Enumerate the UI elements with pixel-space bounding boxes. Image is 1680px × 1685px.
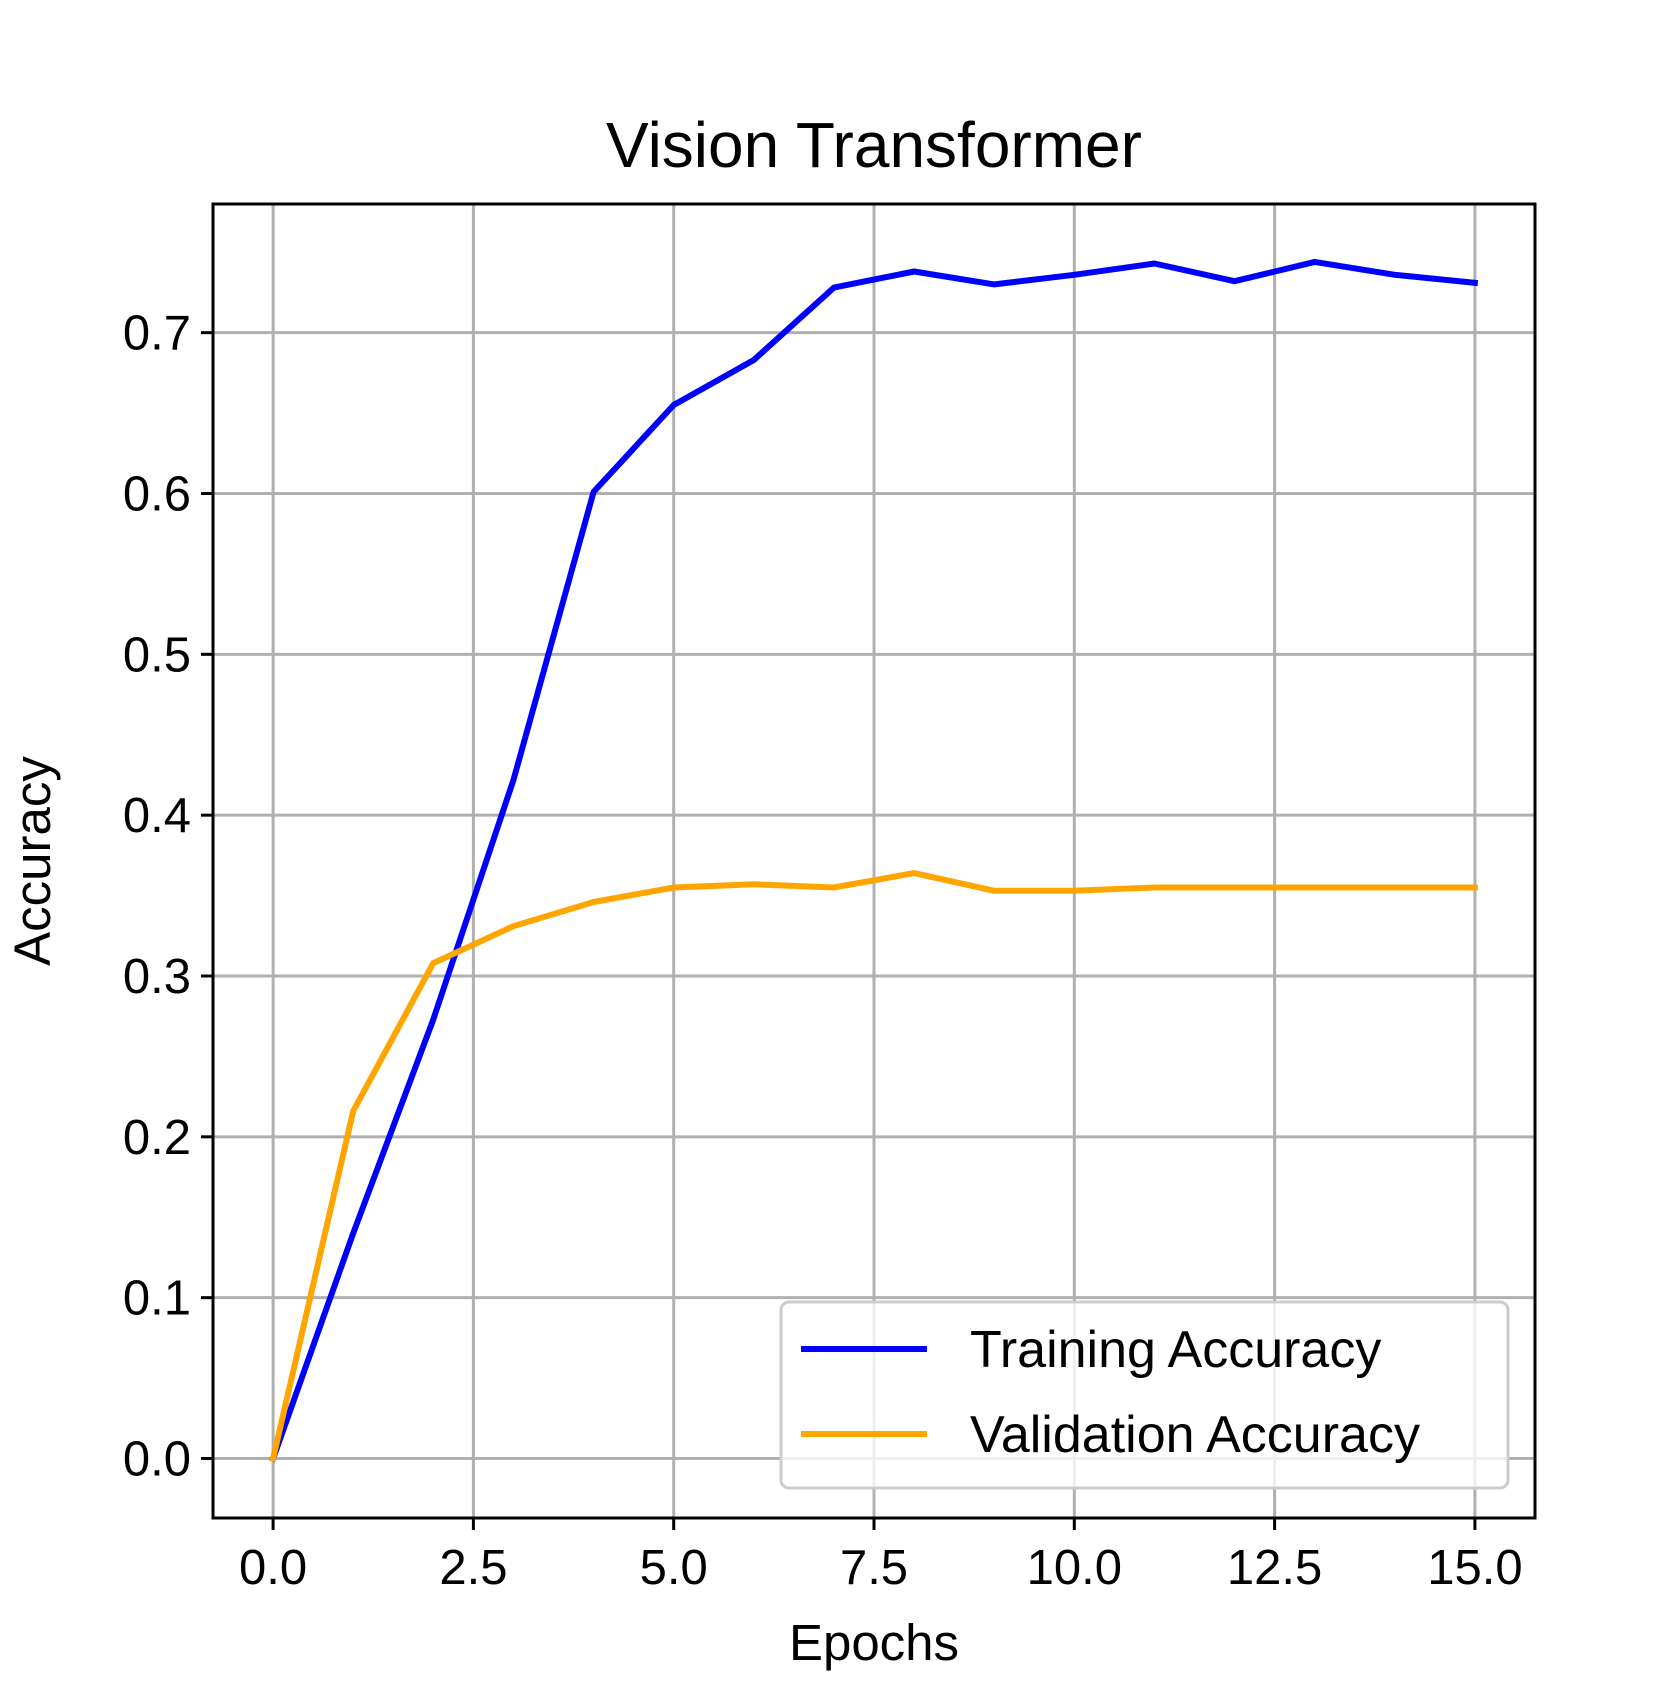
y-tick-label: 0.6 — [123, 467, 191, 521]
y-tick-label: 0.7 — [123, 307, 191, 361]
training-accuracy-line — [269, 258, 1479, 1463]
axis-ticks: 0.0 2.5 5.0 7.5 10.0 12.5 15.0 0.0 0.1 0.2 0.3 0.4 0… — [123, 307, 1523, 1595]
legend: Training Accuracy Validation Accuracy — [779, 1300, 1510, 1490]
x-axis-label: Epochs — [789, 1614, 959, 1671]
grid — [213, 204, 1535, 1518]
series-lines — [269, 258, 1479, 1463]
x-tick-label: 12.5 — [1227, 1541, 1322, 1595]
chart-title: Vision Transformer — [606, 109, 1142, 181]
y-tick-label: 0.5 — [123, 628, 191, 682]
y-tick-label: 0.4 — [123, 789, 191, 843]
x-tick-label: 15.0 — [1427, 1541, 1522, 1595]
legend-box — [779, 1300, 1510, 1490]
x-tick-label: 7.5 — [840, 1541, 908, 1595]
y-axis-label: Accuracy — [4, 756, 61, 966]
x-tick-label: 2.5 — [439, 1541, 507, 1595]
x-tick-label: 0.0 — [239, 1541, 307, 1595]
y-tick-label: 0.2 — [123, 1111, 191, 1165]
validation-accuracy-line — [269, 870, 1478, 1463]
x-tick-label: 10.0 — [1027, 1541, 1122, 1595]
y-tick-label: 0.3 — [123, 950, 191, 1004]
y-tick-label: 0.1 — [123, 1272, 191, 1326]
y-tick-label: 0.0 — [123, 1432, 191, 1486]
legend-label-training: Training Accuracy — [970, 1321, 1381, 1379]
x-tick-label: 5.0 — [640, 1541, 708, 1595]
legend-label-validation: Validation Accuracy — [970, 1406, 1420, 1464]
